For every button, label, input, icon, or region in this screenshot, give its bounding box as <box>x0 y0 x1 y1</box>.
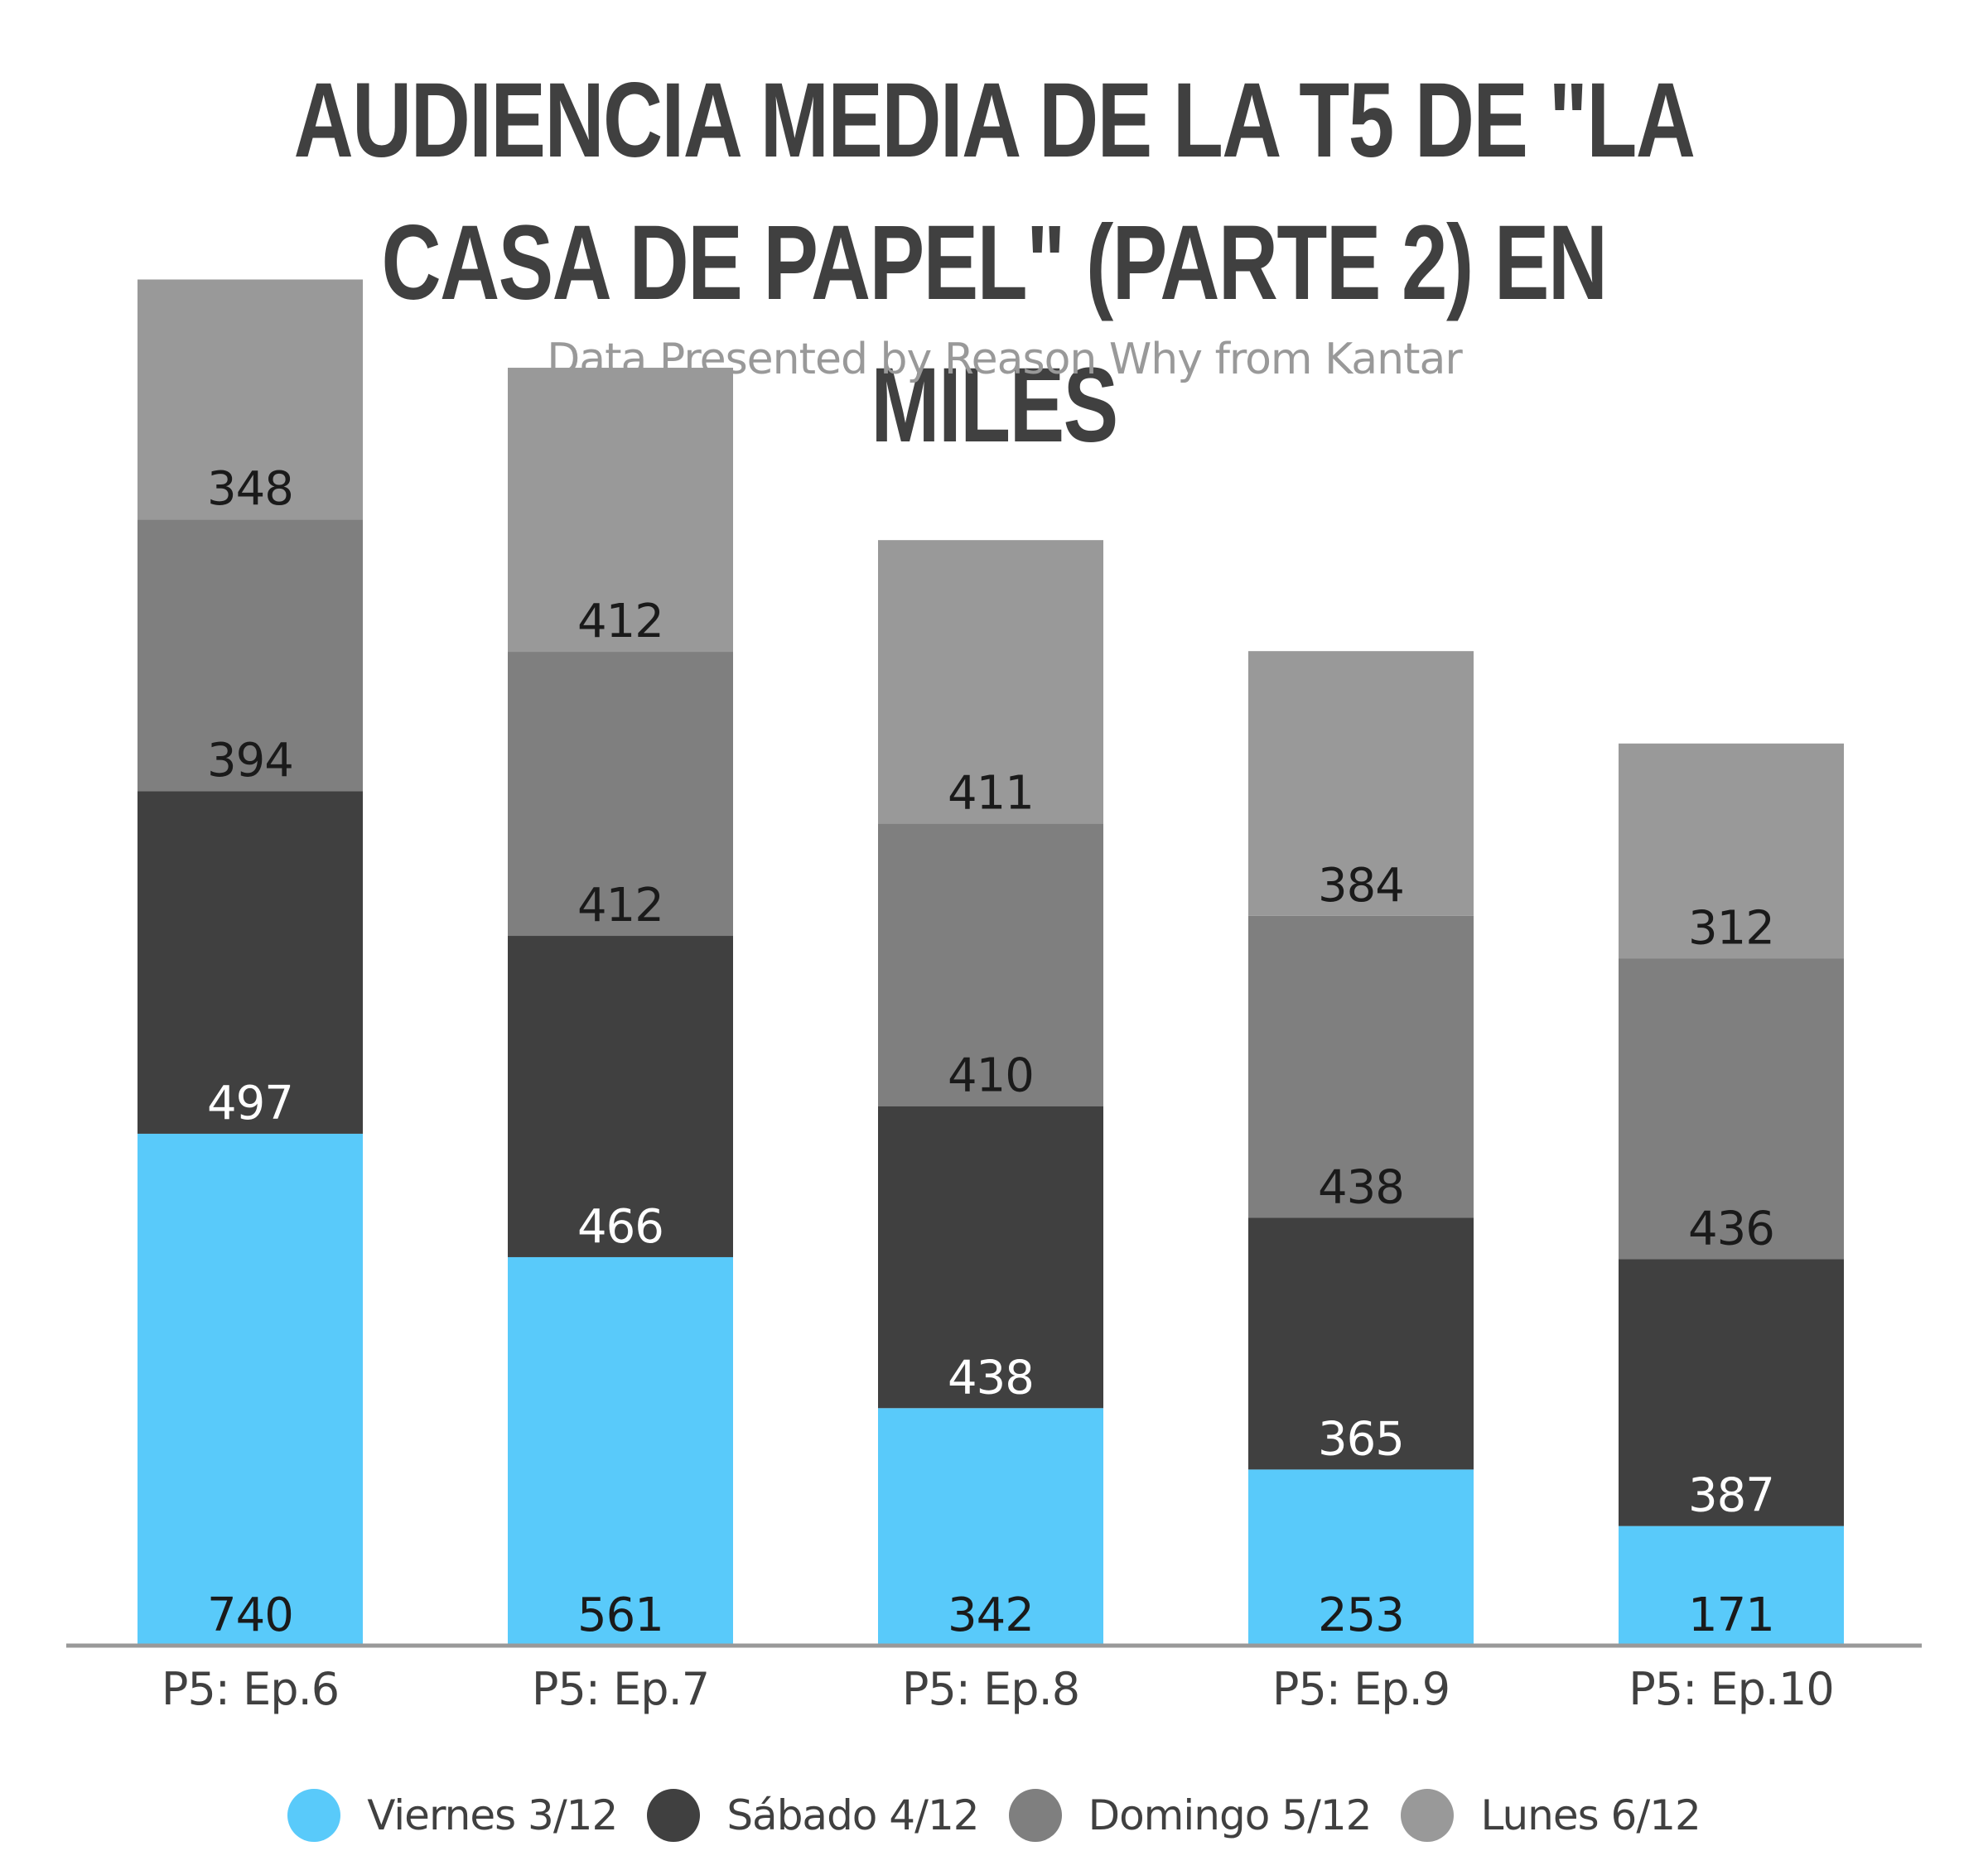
bar-segment-1-4 <box>1248 1469 1474 1644</box>
legend: Viernes 3/12 Sábado 4/12 Domingo 5/12 Lu… <box>0 1789 1988 1842</box>
data-label-1-3: 342 <box>948 1588 1034 1642</box>
bar-segment-2-1 <box>138 791 363 1134</box>
data-label-2-3: 438 <box>948 1351 1034 1405</box>
bar-segment-4-4 <box>1248 651 1474 916</box>
data-label-2-4: 365 <box>1318 1412 1404 1466</box>
x-tick-label-5: P5: Ep.10 <box>1629 1663 1834 1715</box>
legend-swatch-viernes <box>287 1789 341 1842</box>
legend-item-sabado: Sábado 4/12 <box>647 1789 980 1842</box>
bar-segment-1-1 <box>138 1133 363 1644</box>
legend-item-domingo: Domingo 5/12 <box>1008 1789 1373 1842</box>
data-label-4-4: 384 <box>1318 859 1404 913</box>
bar-segment-1-5 <box>1619 1526 1844 1644</box>
x-tick-labels-group: P5: Ep.6 P5: Ep.7 P5: Ep.8 P5: Ep.9 P5: Ep.1… <box>162 1663 1835 1715</box>
data-label-1-4: 253 <box>1318 1588 1404 1642</box>
bar-segment-3-1 <box>138 519 363 792</box>
bar-segment-1-3 <box>878 1408 1103 1644</box>
legend-swatch-domingo <box>1008 1789 1062 1842</box>
data-label-3-5: 436 <box>1688 1202 1774 1256</box>
data-label-3-4: 438 <box>1318 1161 1404 1215</box>
legend-label-sabado: Sábado 4/12 <box>726 1791 979 1839</box>
legend-swatch-sabado <box>647 1789 701 1842</box>
bar-segment-1-2 <box>508 1256 733 1644</box>
legend-item-viernes: Viernes 3/12 <box>287 1789 618 1842</box>
legend-swatch-lunes <box>1401 1789 1455 1842</box>
legend-label-viernes: Viernes 3/12 <box>367 1791 618 1839</box>
bar-segment-3-5 <box>1619 958 1844 1260</box>
x-tick-label-3: P5: Ep.8 <box>902 1663 1079 1715</box>
data-label-1-2: 561 <box>577 1588 663 1642</box>
x-tick-label-2: P5: Ep.7 <box>532 1663 709 1715</box>
bar-segment-3-3 <box>878 823 1103 1106</box>
segment-labels-group: 740 497 394 348 561 466 412 412 342 438 410 411 253 3… <box>207 462 1775 1642</box>
data-label-2-5: 387 <box>1688 1469 1774 1523</box>
chart-title: AUDIENCIA MEDIA DE LA T5 DE "LA CASA DE … <box>293 61 1696 465</box>
data-label-2-2: 466 <box>577 1200 663 1254</box>
bar-segment-4-3 <box>878 540 1103 824</box>
bar-segment-2-3 <box>878 1106 1103 1409</box>
legend-item-lunes: Lunes 6/12 <box>1401 1789 1701 1842</box>
data-label-4-2: 412 <box>577 595 663 648</box>
bars-group <box>138 279 1844 1644</box>
data-label-3-1: 394 <box>207 734 293 788</box>
bar-segment-4-5 <box>1619 743 1844 959</box>
x-tick-label-1: P5: Ep.6 <box>162 1663 339 1715</box>
data-label-3-2: 412 <box>577 879 663 933</box>
bar-segment-2-4 <box>1248 1217 1474 1470</box>
data-label-4-3: 411 <box>948 766 1034 820</box>
data-label-1-5: 171 <box>1688 1588 1774 1642</box>
data-label-2-1: 497 <box>207 1077 293 1130</box>
x-tick-label-4: P5: Ep.9 <box>1272 1663 1450 1715</box>
bar-segment-2-5 <box>1619 1259 1844 1526</box>
bar-segment-3-2 <box>508 652 733 937</box>
bar-segment-3-4 <box>1248 915 1474 1218</box>
data-label-4-1: 348 <box>207 462 293 516</box>
legend-label-lunes: Lunes 6/12 <box>1480 1791 1701 1839</box>
bar-segment-4-2 <box>508 368 733 653</box>
data-label-4-5: 312 <box>1688 901 1774 955</box>
bar-segment-4-1 <box>138 279 363 520</box>
bar-segment-2-2 <box>508 936 733 1257</box>
data-label-3-3: 410 <box>948 1049 1034 1103</box>
data-label-1-1: 740 <box>207 1588 293 1642</box>
legend-label-domingo: Domingo 5/12 <box>1088 1791 1373 1839</box>
